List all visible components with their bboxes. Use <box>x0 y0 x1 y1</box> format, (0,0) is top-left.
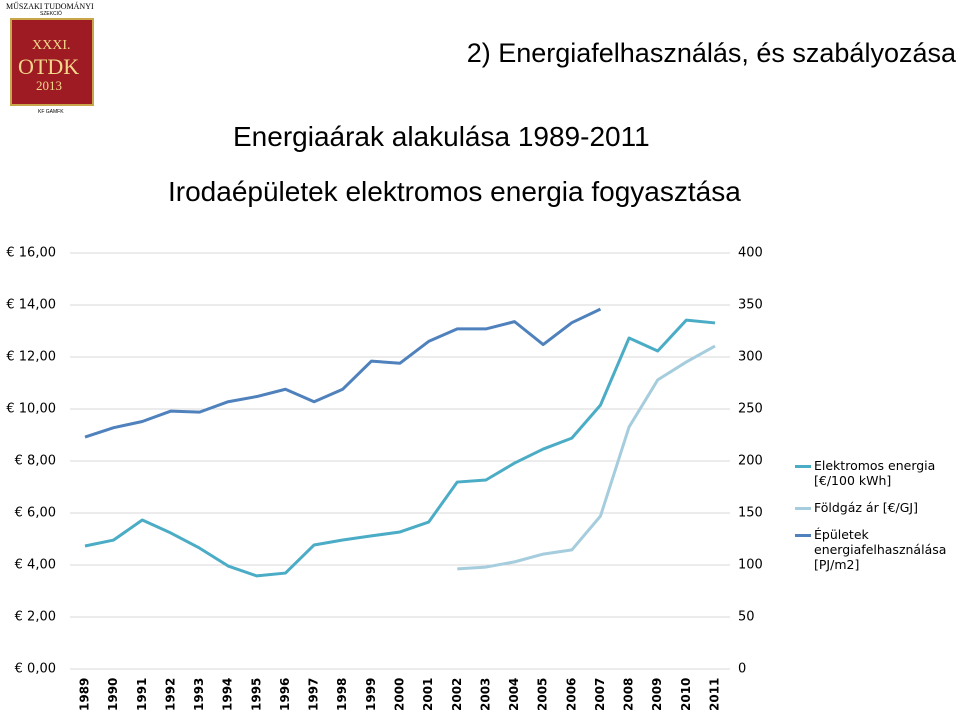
x-tick-label: 1996 <box>278 678 292 711</box>
y-tick-label: € 6,00 <box>15 506 56 521</box>
legend-swatch <box>795 465 811 468</box>
x-tick-label: 1999 <box>364 678 378 711</box>
series-line <box>84 318 716 578</box>
x-tick: 1989 <box>78 678 92 711</box>
legend-label: Földgáz ár [€/GJ] <box>814 500 918 515</box>
y2-tick-label: 100 <box>738 558 763 573</box>
x-tick: 2004 <box>507 678 521 711</box>
x-tick-label: 2011 <box>708 678 722 711</box>
x-tick-label: 2000 <box>393 678 407 711</box>
x-tick: 2009 <box>650 678 664 711</box>
logo-bottom: KF GAMFK <box>38 109 64 115</box>
y-tick-label: € 16,00 <box>6 246 56 261</box>
legend-label: Épületek energiafelhasználása [PJ/m2] <box>814 527 947 572</box>
x-tick-label: 1990 <box>106 678 120 711</box>
x-tick: 1993 <box>192 678 206 711</box>
x-tick-label: 2007 <box>593 678 607 711</box>
y2-tick-label: 200 <box>738 454 763 469</box>
legend-swatch <box>795 534 811 537</box>
x-tick-label: 1997 <box>307 678 321 711</box>
x-tick: 2007 <box>593 678 607 711</box>
x-tick: 1996 <box>278 678 292 711</box>
x-tick: 1999 <box>364 678 378 711</box>
x-tick-label: 1998 <box>335 678 349 711</box>
y2-tick-label: 250 <box>738 402 763 417</box>
y2-tick-label: 0 <box>738 662 746 677</box>
y-tick-label: € 4,00 <box>15 558 56 573</box>
y2-tick-label: 300 <box>738 350 763 365</box>
legend: Elektromos energia [€/100 kWh] Földgáz ár… <box>795 458 955 584</box>
logo-name: OTDK <box>18 54 80 79</box>
x-tick-label: 2002 <box>450 678 464 711</box>
logo-top: MŰSZAKI TUDOMÁNYI <box>6 2 94 11</box>
x-tick: 2001 <box>421 678 435 711</box>
legend-entry: Földgáz ár [€/GJ] <box>795 500 955 515</box>
x-tick-label: 1995 <box>249 678 263 711</box>
x-tick-label: 1992 <box>163 678 177 711</box>
x-tick-label: 2006 <box>564 678 578 711</box>
series-line <box>84 307 602 439</box>
legend-swatch <box>795 507 811 510</box>
x-tick-label: 2005 <box>536 678 550 711</box>
x-tick: 2006 <box>564 678 578 711</box>
y-tick-label: € 12,00 <box>6 350 56 365</box>
logo-box <box>10 18 94 106</box>
x-tick: 1990 <box>106 678 120 711</box>
x-tick-label: 1989 <box>78 678 92 711</box>
logo-number: XXXI. <box>32 38 71 53</box>
x-tick: 1997 <box>307 678 321 711</box>
x-tick-label: 1991 <box>135 678 149 711</box>
subtitle: Energiaárak alakulása 1989-2011 <box>233 121 650 152</box>
x-tick: 2011 <box>708 678 722 711</box>
legend-label: Elektromos energia [€/100 kWh] <box>814 458 936 488</box>
y2-tick-label: 150 <box>738 506 763 521</box>
x-tick-label: 2003 <box>478 678 492 711</box>
slide-title: 2) Energiafelhasználás, és szabályozása <box>466 38 956 68</box>
x-tick: 2000 <box>393 678 407 711</box>
x-tick-label: 1994 <box>221 678 235 711</box>
x-tick-label: 2010 <box>679 678 693 711</box>
y2-tick-label: 400 <box>738 246 763 261</box>
x-tick: 1995 <box>249 678 263 711</box>
x-tick-label: 2009 <box>650 678 664 711</box>
y-tick-label: € 2,00 <box>15 610 56 625</box>
x-tick-label: 2008 <box>622 678 636 711</box>
y-tick-label: € 10,00 <box>6 402 56 417</box>
x-tick: 2005 <box>536 678 550 711</box>
legend-entry: Épületek energiafelhasználása [PJ/m2] <box>795 527 955 572</box>
x-tick-label: 2004 <box>507 678 521 711</box>
x-tick: 1998 <box>335 678 349 711</box>
x-tick: 2008 <box>622 678 636 711</box>
y2-tick-label: 50 <box>738 610 755 625</box>
x-tick-label: 2001 <box>421 678 435 711</box>
legend-entry: Elektromos energia [€/100 kWh] <box>795 458 955 488</box>
y-tick-label: € 8,00 <box>15 454 56 469</box>
x-tick: 1994 <box>221 678 235 711</box>
subtitle-2: Irodaépületek elektromos energia fogyasz… <box>168 176 741 207</box>
x-tick: 2010 <box>679 678 693 711</box>
x-tick-label: 1993 <box>192 678 206 711</box>
y-tick-label: € 0,00 <box>15 662 56 677</box>
y2-tick-label: 350 <box>738 298 763 313</box>
x-tick: 2003 <box>478 678 492 711</box>
logo: MŰSZAKI TUDOMÁNYI SZEKCIÓ XXXI. OTDK 201… <box>4 2 100 118</box>
series-line <box>457 344 716 571</box>
x-tick: 2002 <box>450 678 464 711</box>
logo-year: 2013 <box>36 78 62 93</box>
x-tick: 1992 <box>163 678 177 711</box>
x-tick: 1991 <box>135 678 149 711</box>
logo-sub: SZEKCIÓ <box>40 11 62 17</box>
y-tick-label: € 14,00 <box>6 298 56 313</box>
